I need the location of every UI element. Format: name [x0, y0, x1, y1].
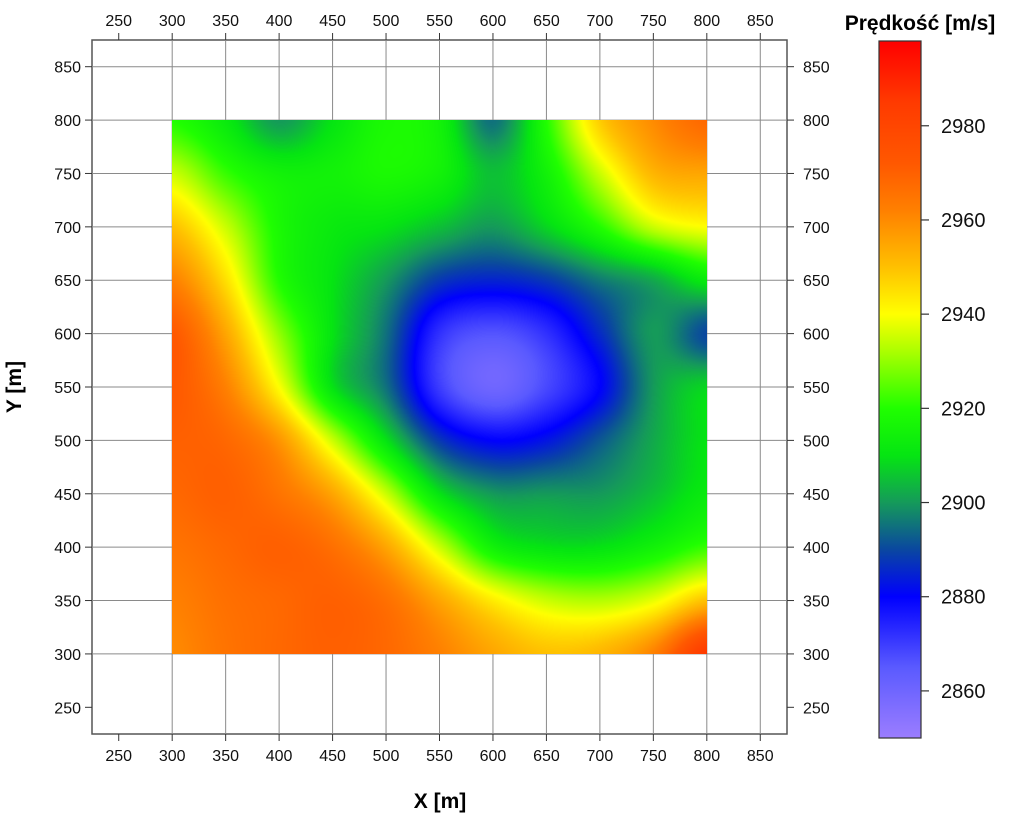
y-tick-label-left: 300 — [54, 647, 81, 664]
x-tick-label-bottom: 550 — [426, 748, 453, 765]
x-tick-label-bottom: 850 — [747, 748, 774, 765]
y-tick-label-right: 750 — [803, 166, 830, 183]
x-tick-label-top: 400 — [266, 13, 293, 30]
y-tick-label-left: 600 — [54, 327, 81, 344]
x-tick-label-bottom: 450 — [319, 748, 346, 765]
colorbar-tick-label: 2860 — [941, 681, 986, 703]
x-tick-label-top: 600 — [480, 13, 507, 30]
x-tick-label-top: 550 — [426, 13, 453, 30]
x-tick-label-bottom: 250 — [105, 748, 132, 765]
y-axis-label: Y [m] — [3, 361, 26, 413]
y-tick-label-right: 700 — [803, 220, 830, 237]
y-tick-label-right: 800 — [803, 113, 830, 130]
y-tick-label-left: 700 — [54, 220, 81, 237]
x-tick-label-bottom: 650 — [533, 748, 560, 765]
y-tick-label-right: 650 — [803, 273, 830, 290]
y-tick-label-left: 550 — [54, 380, 81, 397]
y-tick-label-left: 850 — [54, 60, 81, 77]
y-tick-label-right: 250 — [803, 700, 830, 717]
y-tick-label-right: 600 — [803, 327, 830, 344]
y-tick-label-right: 500 — [803, 433, 830, 450]
x-tick-label-top: 850 — [747, 13, 774, 30]
x-tick-label-top: 750 — [640, 13, 667, 30]
y-tick-label-right: 550 — [803, 380, 830, 397]
x-tick-label-top: 650 — [533, 13, 560, 30]
x-tick-label-top: 700 — [587, 13, 614, 30]
axis-ticks: 250 250 300 300 350 350 400 400 450 450 500 500 550 5… — [54, 13, 830, 765]
colorbar-tick-label: 2980 — [941, 116, 986, 138]
y-tick-label-right: 350 — [803, 594, 830, 611]
y-tick-label-left: 750 — [54, 166, 81, 183]
x-tick-label-top: 250 — [105, 13, 132, 30]
colorbar-title: Prędkość [m/s] — [845, 12, 996, 35]
y-tick-label-right: 850 — [803, 60, 830, 77]
colorbar-tick-label: 2940 — [941, 304, 986, 326]
x-tick-label-top: 450 — [319, 13, 346, 30]
y-tick-label-right: 300 — [803, 647, 830, 664]
y-tick-label-left: 650 — [54, 273, 81, 290]
y-tick-label-right: 450 — [803, 487, 830, 504]
x-tick-label-bottom: 700 — [587, 748, 614, 765]
colorbar-ticks: 2860 2880 2900 2920 2940 2960 2980 — [921, 116, 986, 703]
y-tick-label-left: 800 — [54, 113, 81, 130]
colorbar-tick-label: 2880 — [941, 587, 986, 609]
colorbar — [878, 40, 922, 739]
x-tick-label-bottom: 600 — [480, 748, 507, 765]
x-axis-label: X [m] — [414, 790, 467, 813]
y-tick-label-right: 400 — [803, 540, 830, 557]
x-tick-label-bottom: 500 — [373, 748, 400, 765]
x-tick-label-top: 300 — [159, 13, 186, 30]
x-tick-label-bottom: 800 — [693, 748, 720, 765]
y-tick-label-left: 250 — [54, 700, 81, 717]
colorbar-tick-label: 2920 — [941, 398, 986, 420]
y-tick-label-left: 450 — [54, 487, 81, 504]
x-tick-label-bottom: 350 — [212, 748, 239, 765]
x-tick-label-bottom: 750 — [640, 748, 667, 765]
y-tick-label-left: 500 — [54, 433, 81, 450]
x-tick-label-bottom: 300 — [159, 748, 186, 765]
x-tick-label-bottom: 400 — [266, 748, 293, 765]
colorbar-tick-label: 2900 — [941, 493, 986, 515]
colorbar-tick-label: 2960 — [941, 210, 986, 232]
y-tick-label-left: 350 — [54, 594, 81, 611]
x-tick-label-top: 350 — [212, 13, 239, 30]
y-tick-label-left: 400 — [54, 540, 81, 557]
heatmap-surface — [172, 120, 707, 654]
x-tick-label-top: 500 — [373, 13, 400, 30]
x-tick-label-top: 800 — [693, 13, 720, 30]
